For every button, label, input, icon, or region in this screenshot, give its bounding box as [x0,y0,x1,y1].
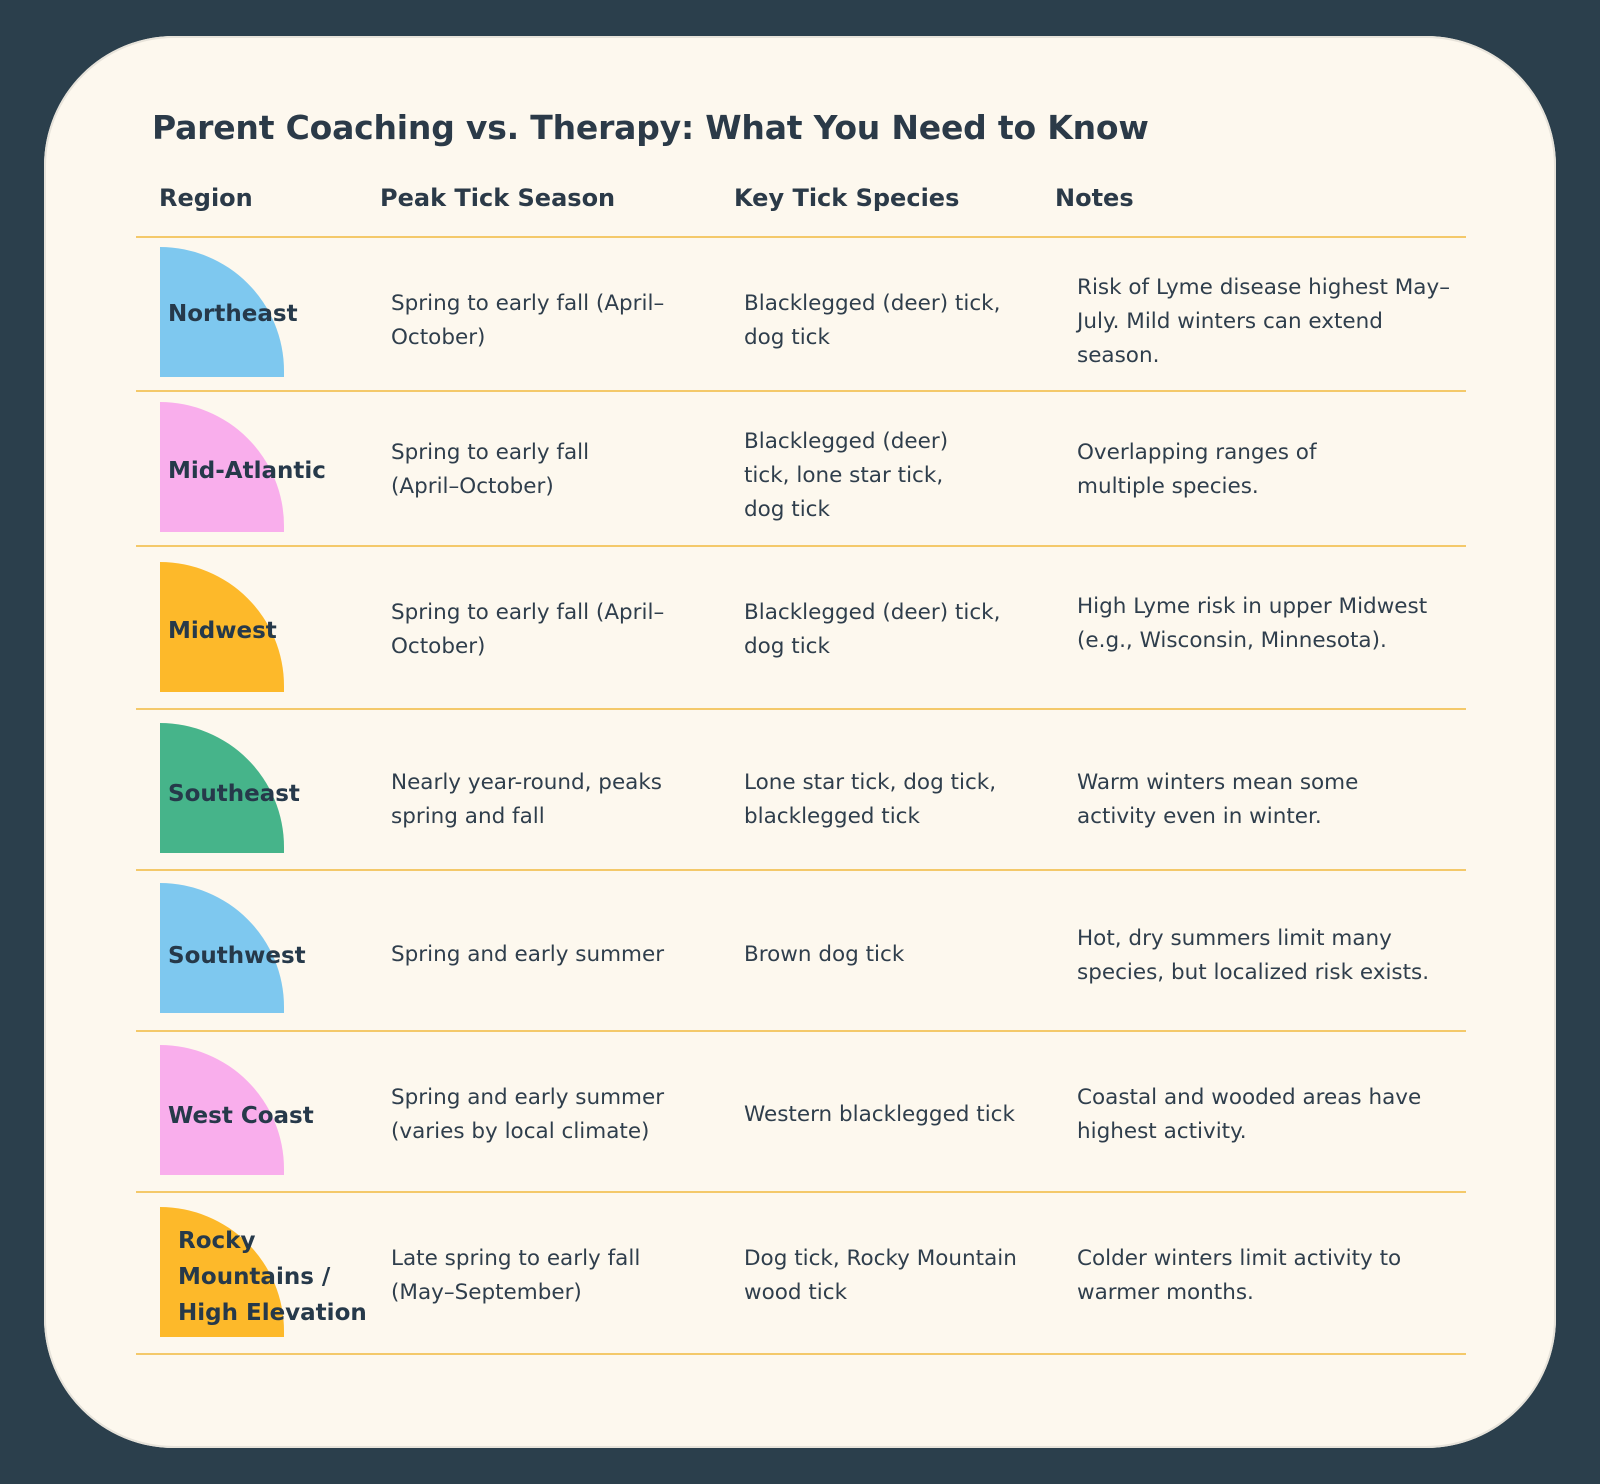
species-cell: Blacklegged (deer) tick, dog tick [744,291,1001,350]
header-region: Region [159,184,253,212]
season-cell: Spring and early summer (varies by local… [391,1085,665,1144]
notes-cell: Warm winters mean some activity even in … [1077,770,1359,829]
notes-cell: Overlapping ranges of multiple species. [1077,440,1317,499]
region-name: West Coast [168,1103,314,1129]
region-name: Midwest [168,618,277,644]
table-row: West Coast Spring and early summer (vari… [136,1032,1466,1193]
table-row: Southwest Spring and early summer Brown … [136,871,1466,1032]
season-cell: Spring and early summer [391,942,665,967]
header-notes: Notes [1055,184,1134,212]
region-name: Southeast [168,781,300,807]
season-cell: Spring to early fall (April–October) [391,291,665,350]
species-cell: Western blacklegged tick [744,1102,1015,1127]
notes-cell: High Lyme risk in upper Midwest (e.g., W… [1077,594,1428,653]
page-title: Parent Coaching vs. Therapy: What You Ne… [152,108,1149,147]
notes-cell: Hot, dry summers limit many species, but… [1077,926,1430,985]
species-cell: Blacklegged (deer) tick, lone star tick,… [744,429,949,522]
notes-cell: Risk of Lyme disease highest May–July. M… [1077,275,1450,368]
region-name: Southwest [168,943,306,969]
species-cell: Lone star tick, dog tick, blacklegged ti… [744,770,997,829]
notes-cell: Colder winters limit activity to warmer … [1077,1246,1402,1305]
infographic-card [44,36,1556,1448]
table-row: Rocky Mountains / High Elevation Late sp… [136,1193,1466,1355]
table-header-row: Region Peak Tick Season Key Tick Species… [136,170,1466,238]
table-row: Mid-Atlantic Spring to early fall (April… [136,392,1466,547]
season-cell: Spring to early fall (April–October) [391,440,590,499]
table-row: Southeast Nearly year-round, peaks sprin… [136,710,1466,871]
season-cell: Spring to early fall (April–October) [391,600,665,659]
table-row: Midwest Spring to early fall (April–Octo… [136,547,1466,710]
season-cell: Late spring to early fall (May–September… [391,1246,641,1305]
species-cell: Blacklegged (deer) tick, dog tick [744,600,1001,659]
species-cell: Dog tick, Rocky Mountain wood tick [744,1246,1017,1305]
table-row: Northeast Spring to early fall (April–Oc… [136,238,1466,392]
header-season: Peak Tick Season [380,184,616,212]
region-name: Northeast [168,301,298,327]
region-name: Mid-Atlantic [168,458,326,484]
header-species: Key Tick Species [734,184,960,212]
region-name: Rocky Mountains / High Elevation [178,1228,367,1326]
season-cell: Nearly year-round, peaks spring and fall [391,770,662,829]
tick-season-table: Region Peak Tick Season Key Tick Species… [136,170,1466,1355]
notes-cell: Coastal and wooded areas have highest ac… [1077,1085,1422,1144]
species-cell: Brown dog tick [744,942,905,967]
